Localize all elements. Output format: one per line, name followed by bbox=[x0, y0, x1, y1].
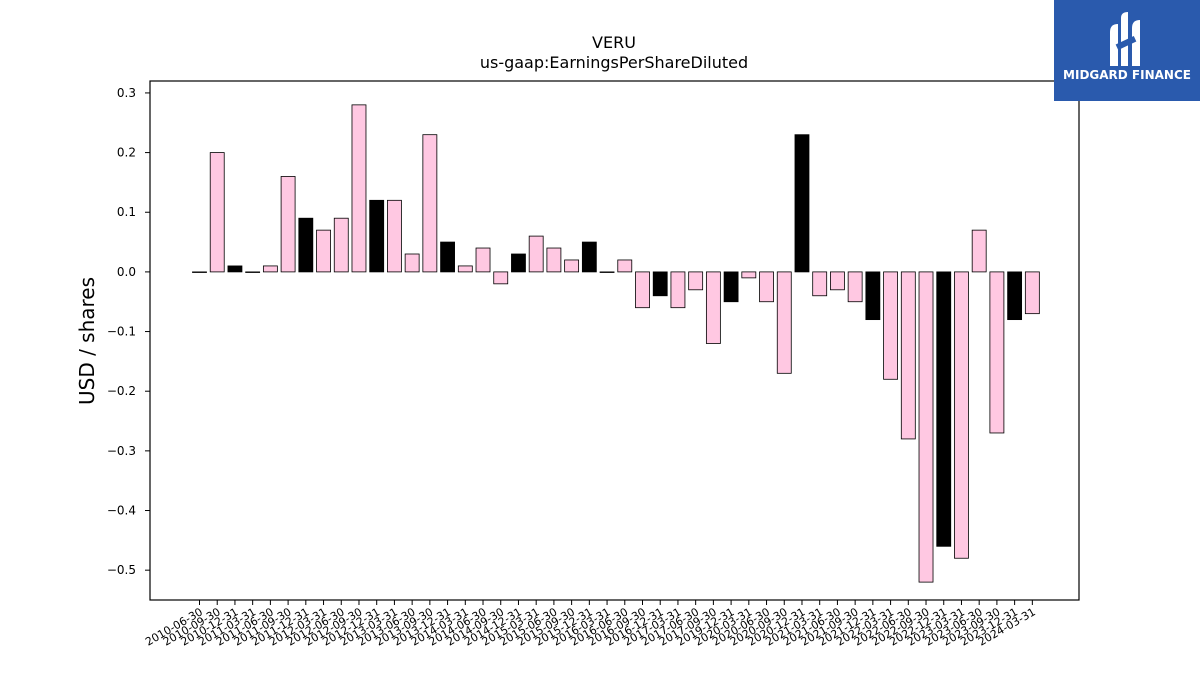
bar-2016-06-30 bbox=[617, 259, 633, 273]
bar-2014-12-31 bbox=[511, 253, 526, 273]
y-tick-label: 0.3 bbox=[117, 86, 136, 100]
bar-2017-06-30 bbox=[688, 271, 704, 291]
bar-2012-06-30 bbox=[333, 217, 349, 273]
y-tick-label: 0.2 bbox=[117, 146, 136, 160]
x-axis: 2010-06-302010-09-302010-12-312011-03-31… bbox=[143, 600, 1038, 649]
midgard-finance-logo: MIDGARD FINANCE bbox=[1054, 0, 1200, 101]
y-tick-label: 0.1 bbox=[117, 205, 136, 219]
y-tick-label: −0.3 bbox=[107, 444, 136, 458]
bar-2022-03-31 bbox=[883, 271, 898, 380]
bar-2015-12-31 bbox=[581, 241, 597, 273]
bar-2020-12-31 bbox=[794, 134, 810, 273]
y-axis: 0.3 0.2 0.1 0.0 −0.1 −0.2 −0.3 −0.4 −0.5 bbox=[107, 86, 150, 577]
bar-2017-03-31 bbox=[670, 271, 686, 309]
bar-2023-06-30 bbox=[971, 229, 987, 273]
bar-2021-09-30 bbox=[847, 271, 863, 303]
bar-2010-09-30 bbox=[209, 152, 225, 273]
bar-2012-09-30 bbox=[351, 104, 367, 273]
bar-2015-03-31 bbox=[528, 235, 544, 273]
bar-2022-09-30 bbox=[918, 271, 934, 583]
bar-2016-09-30 bbox=[635, 271, 650, 309]
bar-2016-12-31 bbox=[652, 271, 668, 297]
bar-2015-09-30 bbox=[564, 259, 580, 273]
bar-2023-09-30 bbox=[989, 271, 1005, 434]
logo-text: MIDGARD FINANCE bbox=[1063, 68, 1191, 82]
bar-2022-12-31 bbox=[936, 271, 952, 547]
bar-2023-12-31 bbox=[1007, 271, 1023, 321]
bar-2021-06-30 bbox=[830, 271, 845, 291]
bar-2020-09-30 bbox=[776, 271, 792, 374]
bar-2022-06-30 bbox=[900, 271, 916, 440]
bar-2019-12-31 bbox=[723, 271, 739, 303]
bar-2013-03-31 bbox=[387, 199, 402, 273]
bar-2013-09-30 bbox=[422, 134, 438, 273]
logo-mark-icon bbox=[1110, 12, 1140, 66]
bar-2011-06-30 bbox=[262, 265, 278, 273]
chart-title: VERU bbox=[592, 33, 636, 52]
plot-frame bbox=[149, 80, 1080, 601]
bar-2014-06-30 bbox=[475, 247, 491, 273]
bar-2013-06-30 bbox=[404, 253, 420, 273]
bar-2021-12-31 bbox=[865, 271, 881, 321]
bar-2010-06-30 bbox=[192, 271, 207, 273]
bar-2024-03-31 bbox=[1024, 271, 1040, 315]
bar-2012-12-31 bbox=[369, 199, 385, 273]
bar-2011-12-31 bbox=[298, 217, 314, 273]
y-tick-label: −0.2 bbox=[107, 384, 136, 398]
bar-2011-09-30 bbox=[280, 176, 296, 273]
bar-2015-06-30 bbox=[546, 247, 562, 273]
bar-2010-12-31 bbox=[227, 265, 243, 273]
bars-group bbox=[192, 104, 1040, 583]
bar-2017-09-30 bbox=[705, 271, 721, 344]
bar-2014-09-30 bbox=[493, 271, 509, 285]
y-axis-label: USD / shares bbox=[75, 277, 99, 405]
chart-subtitle: us-gaap:EarningsPerShareDiluted bbox=[480, 53, 748, 72]
y-tick-label: −0.4 bbox=[107, 504, 136, 518]
bar-2020-06-30 bbox=[759, 271, 774, 303]
bar-2011-03-31 bbox=[245, 271, 261, 273]
bar-2012-03-31 bbox=[316, 229, 331, 273]
bar-2023-03-31 bbox=[954, 271, 969, 559]
bar-2021-03-31 bbox=[812, 271, 828, 297]
bar-2014-03-31 bbox=[457, 265, 473, 273]
y-tick-label: −0.5 bbox=[107, 563, 136, 577]
y-tick-label: 0.0 bbox=[117, 265, 136, 279]
bar-2016-03-31 bbox=[599, 271, 615, 273]
bar-2013-12-31 bbox=[440, 241, 455, 273]
y-tick-label: −0.1 bbox=[107, 325, 136, 339]
bar-2020-03-31 bbox=[741, 271, 757, 279]
